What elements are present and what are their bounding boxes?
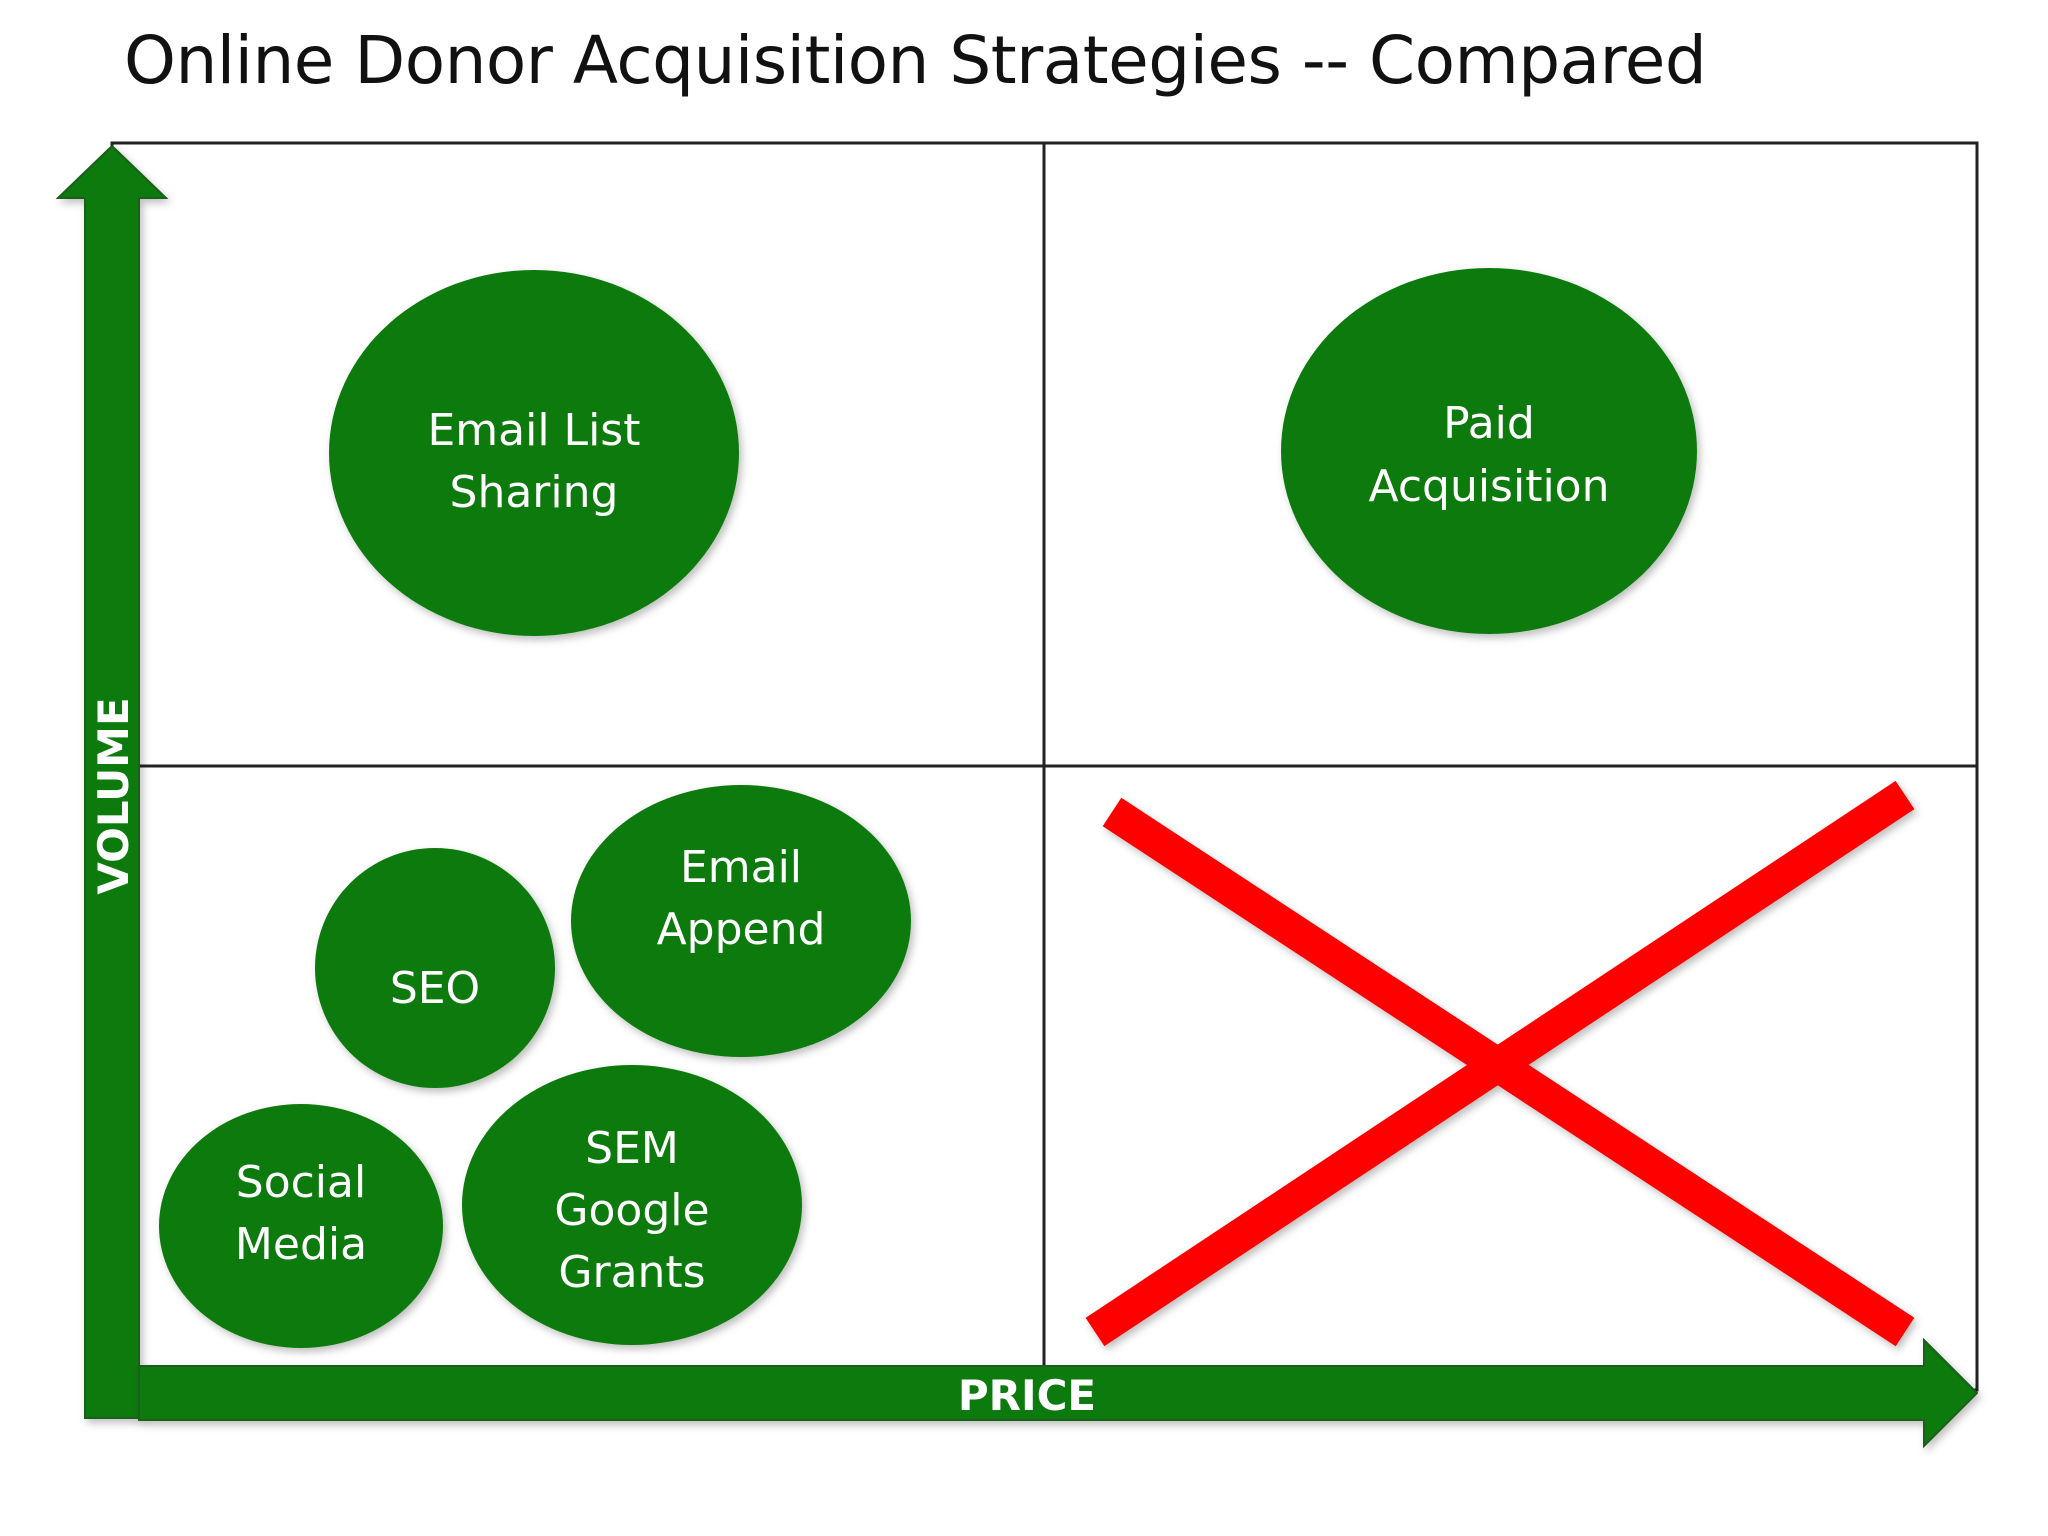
bubble-label-line: Grants [558, 1247, 705, 1298]
bubble-email-append: Email Append [571, 785, 911, 1057]
x-axis-arrow [138, 1337, 1979, 1449]
bubble-sem-google-grants: SEM Google Grants [462, 1065, 802, 1345]
bubble-label-line: Google [554, 1185, 709, 1236]
x-axis-arrow-shape [138, 1337, 1979, 1449]
slide-title: Online Donor Acquisition Strategies -- C… [124, 22, 1707, 99]
bubble-label-line: Media [235, 1219, 367, 1270]
bubble-label-line: Append [657, 904, 826, 955]
bubble-label-line: SEO [390, 963, 480, 1014]
bubble-label-line: SEM [585, 1123, 679, 1174]
bubble-paid-acquisition: Paid Acquisition [1281, 268, 1697, 634]
bubble-label-line: Acquisition [1369, 461, 1610, 512]
bubble-seo: SEO [315, 848, 555, 1088]
x-stroke-up [1085, 780, 1915, 1347]
bubble-label-line: Social [236, 1157, 366, 1208]
y-axis-label: VOLUME [89, 697, 138, 894]
y-axis-arrow [55, 144, 169, 1419]
x-axis-label: PRICE [958, 1371, 1096, 1420]
bubble-label-line: Paid [1443, 398, 1535, 449]
bubble-label-line: Email List [428, 405, 641, 456]
y-axis-arrow-shape [55, 144, 169, 1419]
bubble-label-line: Email [680, 842, 802, 893]
bubble-social-media: Social Media [159, 1104, 443, 1348]
red-x-mark [1085, 780, 1915, 1347]
bubble-label-line: Sharing [450, 467, 619, 518]
bubble-email-list-sharing: Email List Sharing [329, 270, 739, 636]
